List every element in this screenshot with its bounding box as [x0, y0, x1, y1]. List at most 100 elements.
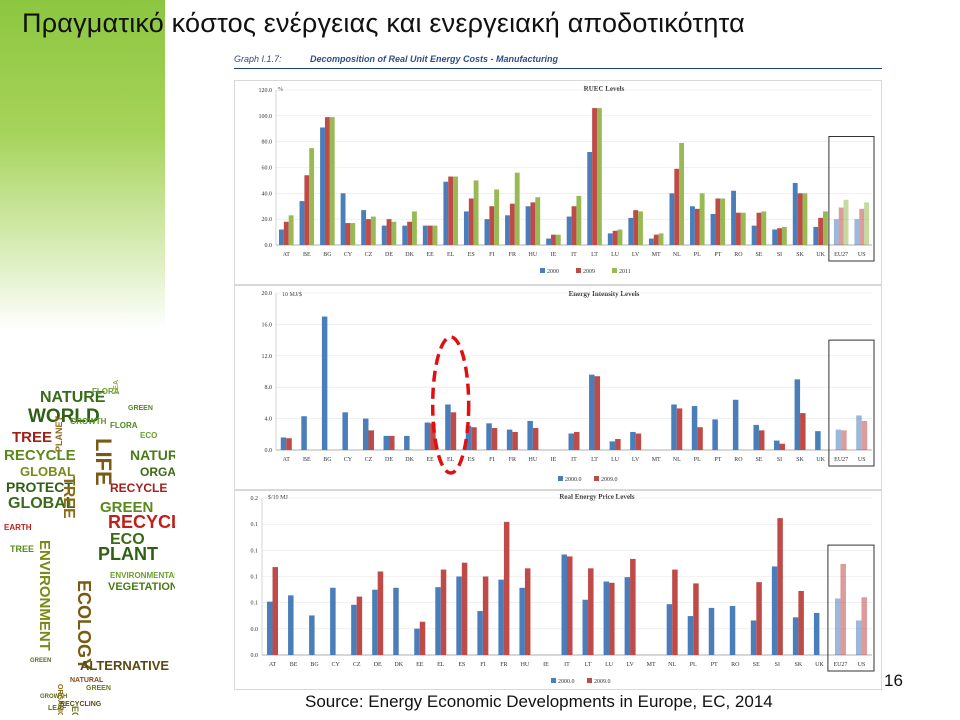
bar — [669, 193, 675, 245]
word-cloud-word: NATURAL — [70, 677, 104, 684]
legend-label: 2009 — [583, 269, 595, 275]
source-citation: Source: Energy Economic Developments in … — [305, 692, 773, 711]
x-tick-label: CZ — [365, 457, 373, 463]
x-tick-label: EU27 — [833, 662, 847, 668]
y-tick-label: 120.0 — [259, 88, 273, 94]
word-cloud-word: TREE — [12, 429, 52, 446]
bar — [362, 418, 369, 450]
bar — [288, 595, 294, 655]
x-tick-label: BG — [323, 252, 332, 258]
x-tick-label: FI — [489, 457, 494, 463]
bar — [699, 193, 705, 245]
word-cloud-word: RECYCLE — [110, 481, 167, 495]
bar — [798, 590, 804, 655]
x-tick-label: LU — [611, 252, 620, 258]
x-tick-label: DE — [374, 662, 382, 668]
y-tick-label: 0.1 — [251, 522, 259, 528]
word-cloud-word: GLOBAL — [8, 495, 76, 512]
legend-label: 2011 — [619, 269, 631, 275]
chart-title: RUEC Levels — [584, 85, 625, 93]
y-tick-label: 60.0 — [262, 166, 273, 172]
bar — [414, 628, 420, 655]
bar — [468, 198, 474, 245]
x-tick-label: SI — [777, 457, 782, 463]
y-axis-unit: $/10 MJ — [268, 494, 289, 501]
legend-label: 2009.0 — [601, 477, 618, 483]
legend-swatch — [594, 476, 599, 481]
bar — [615, 439, 621, 450]
x-tick-label: FR — [509, 252, 516, 258]
bar — [351, 604, 357, 655]
slide-title: Πραγματικό κόστος ενέργειας και ενεργεια… — [22, 8, 745, 38]
x-tick-label: FR — [500, 662, 507, 668]
x-tick-label: US — [858, 662, 866, 668]
bar — [471, 427, 477, 450]
word-cloud-word: ECOLOGY — [74, 580, 94, 670]
x-tick-label: SE — [755, 457, 762, 463]
bar — [532, 428, 539, 450]
bar — [750, 620, 757, 655]
bar — [568, 433, 574, 450]
legend-label: 2000.0 — [565, 477, 582, 483]
graph-header: Graph I.1.7: Decomposition of Real Unit … — [234, 52, 882, 69]
bar — [465, 425, 472, 450]
x-tick-label: LT — [591, 252, 598, 258]
bar — [391, 221, 397, 245]
bar — [288, 215, 294, 245]
bar — [377, 571, 384, 655]
y-tick-label: 20.0 — [262, 217, 273, 223]
bar — [427, 225, 433, 245]
bar — [854, 219, 860, 245]
word-cloud-word: NATURE — [40, 389, 106, 406]
y-tick-label: 100.0 — [259, 114, 273, 120]
bar — [309, 148, 315, 245]
bar — [461, 562, 468, 655]
chart-energy-intensity: Energy Intensity Levels 10 MJ/$ 0.0 4.0 8.0 1… — [234, 285, 882, 490]
x-tick-label: PT — [711, 662, 718, 668]
bar — [304, 175, 310, 245]
word-cloud-word: PROTECT — [6, 479, 73, 495]
bar — [813, 226, 819, 245]
y-axis-unit: 10 MJ/$ — [282, 291, 302, 298]
x-tick-label: DE — [385, 252, 393, 258]
bar — [407, 221, 413, 245]
bar — [638, 211, 643, 245]
bar — [566, 216, 572, 245]
bar — [603, 581, 610, 655]
bar — [361, 210, 367, 245]
y-tick-label: 40.0 — [262, 191, 273, 197]
bar — [329, 117, 335, 245]
x-tick-label: LV — [632, 457, 640, 463]
x-tick-label: SE — [755, 252, 762, 258]
bar — [574, 431, 580, 450]
x-tick-label: EE — [426, 252, 434, 258]
word-cloud-word: TREE — [10, 544, 34, 554]
x-tick-label: EE — [416, 662, 424, 668]
bar — [571, 206, 577, 245]
x-tick-label: MT — [652, 457, 661, 463]
x-tick-label: HU — [529, 252, 538, 258]
bar — [732, 399, 739, 450]
x-tick-label: IE — [551, 457, 557, 463]
y-tick-label: 20.0 — [262, 291, 273, 297]
x-tick-label: EE — [426, 457, 434, 463]
bar — [792, 183, 798, 245]
x-tick-label: EL — [437, 662, 445, 668]
x-tick-label: CZ — [365, 252, 373, 258]
bar — [512, 431, 518, 450]
bar — [592, 108, 597, 245]
highlight-box-eu27-us — [828, 136, 875, 262]
bar — [774, 440, 780, 450]
bar — [609, 441, 616, 450]
bar — [546, 238, 552, 245]
bar — [609, 582, 615, 655]
chart-real-energy-price: Real Energy Price Levels $/10 MJ 0.0 0.0 0.1… — [234, 490, 882, 690]
bar — [594, 376, 601, 450]
bar — [843, 199, 849, 245]
bar — [484, 219, 490, 245]
bar — [524, 568, 531, 655]
bar — [286, 438, 292, 450]
x-tick-label: BE — [290, 662, 298, 668]
x-tick-label: LV — [626, 662, 634, 668]
bar — [445, 404, 451, 450]
